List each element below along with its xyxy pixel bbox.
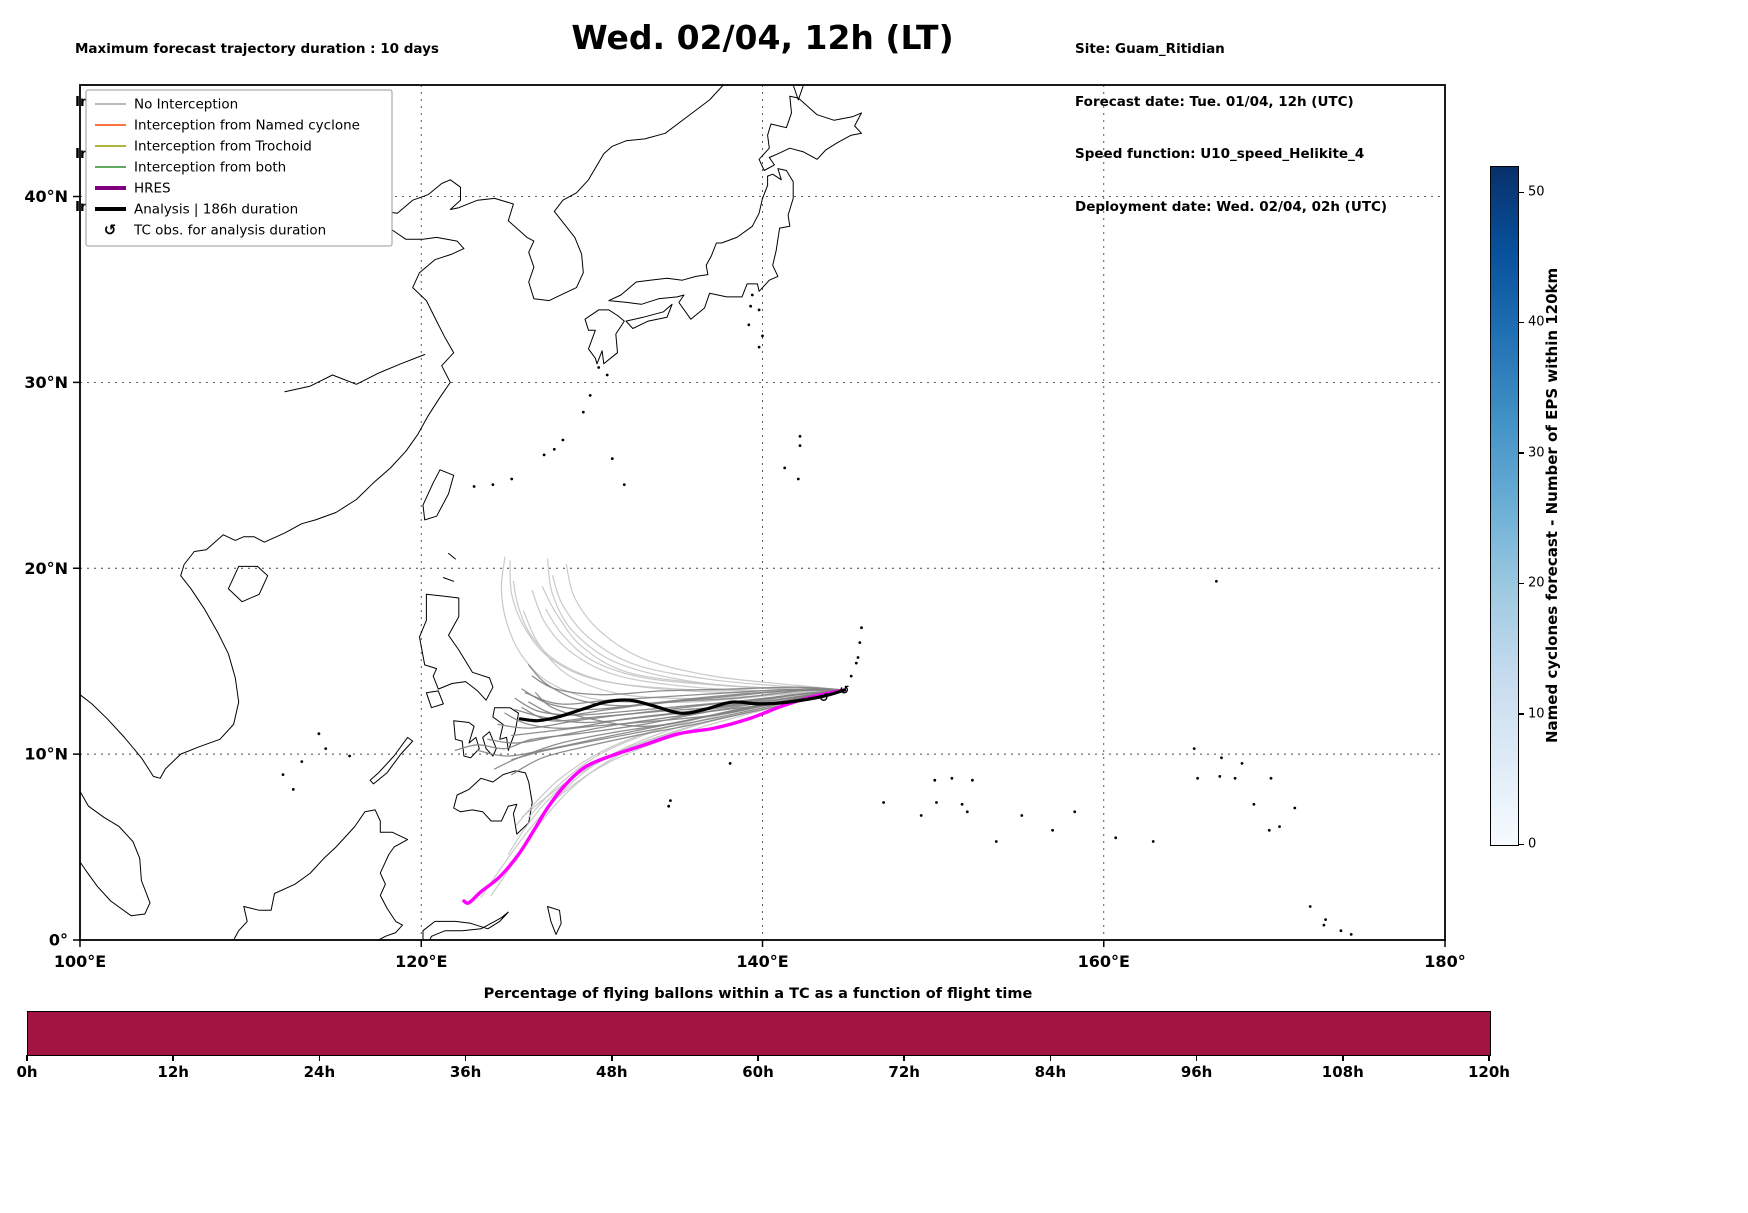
setting-line: Maximum forecast trajectory duration : 1… bbox=[75, 41, 439, 57]
legend-item-label: Interception from both bbox=[134, 160, 286, 176]
ensemble-trajectory bbox=[500, 556, 845, 704]
strip-tick-label: 84h bbox=[1034, 1063, 1067, 1081]
colorbar-tickmark bbox=[1518, 321, 1524, 324]
lat-tick-label: 0° bbox=[49, 931, 68, 950]
bottom-strip-title: Percentage of flying ballons within a TC… bbox=[483, 986, 1033, 1002]
legend-item: Interception from Trochoid bbox=[95, 139, 312, 155]
tc-obs-icon: ↺ bbox=[104, 221, 117, 239]
site-line: Deployment date: Wed. 02/04, 02h (UTC) bbox=[1075, 198, 1388, 215]
strip-tick-label: 36h bbox=[449, 1063, 482, 1081]
colorbar-tickmark bbox=[1518, 582, 1524, 585]
colorbar-axis-label: Named cyclones forecast - Number of EPS … bbox=[1543, 267, 1561, 743]
ensemble-trajectory bbox=[512, 580, 845, 694]
strip-tick-label: 120h bbox=[1468, 1063, 1510, 1081]
colorbar-tick-label: 20 bbox=[1528, 575, 1545, 591]
site-line: Site: Guam_Ritidian bbox=[1075, 41, 1225, 57]
legend-item: Analysis | 186h duration bbox=[95, 202, 298, 218]
strip-tick-label: 0h bbox=[16, 1063, 38, 1081]
ensemble-trajectories bbox=[454, 556, 847, 905]
analysis-trajectory bbox=[518, 688, 846, 723]
strip-tickmark bbox=[318, 1055, 321, 1061]
strip-tickmark bbox=[172, 1055, 174, 1061]
ensemble-trajectory bbox=[476, 689, 846, 757]
strip-tick-label: 24h bbox=[303, 1063, 336, 1081]
ensemble-trajectory bbox=[541, 586, 845, 691]
lon-tick-label: 140°E bbox=[736, 952, 788, 970]
site-line: Forecast date: Tue. 01/04, 12h (UTC) bbox=[1075, 93, 1354, 110]
ensemble-trajectory bbox=[509, 560, 845, 692]
strip-tickmark bbox=[464, 1055, 467, 1061]
legend-item-label: Interception from Named cyclone bbox=[134, 118, 360, 134]
strip-tickmark bbox=[757, 1055, 759, 1061]
legend-item-label: TC obs. for analysis duration bbox=[133, 223, 326, 239]
strip-tickmark bbox=[903, 1055, 905, 1061]
trajectory-map: ↺ ↺ 0° 10°N 20°N 30°N 40°N 100°E 120°E 140°E 160°E… bbox=[24, 84, 1466, 970]
ensemble-trajectory bbox=[546, 558, 845, 691]
lon-tick-label: 180° bbox=[1424, 952, 1465, 970]
legend-item-label: Interception from Trochoid bbox=[134, 139, 312, 155]
legend-item: HRES bbox=[95, 181, 171, 197]
lat-tick-label: 30°N bbox=[24, 373, 68, 392]
ensemble-trajectory bbox=[514, 689, 846, 724]
strip-tick-label: 48h bbox=[596, 1063, 628, 1081]
ensemble-trajectory bbox=[565, 563, 845, 691]
page-title: Wed. 02/04, 12h (LT) bbox=[571, 18, 954, 57]
ensemble-trajectory bbox=[497, 689, 846, 729]
lat-tick-label: 10°N bbox=[24, 745, 68, 764]
strip-tick-label: 96h bbox=[1180, 1063, 1213, 1081]
ensemble-trajectory bbox=[528, 664, 846, 707]
lon-tick-label: 120°E bbox=[395, 952, 447, 970]
bottom-strip-bar bbox=[27, 1011, 1491, 1056]
strip-tickmark bbox=[1342, 1055, 1344, 1061]
colorbar-tick-label: 30 bbox=[1528, 445, 1545, 461]
colorbar-tickmark bbox=[1518, 191, 1524, 194]
colorbar-tick-label: 0 bbox=[1528, 836, 1537, 852]
strip-tickmark bbox=[1195, 1055, 1198, 1061]
strip-tick-label: 72h bbox=[888, 1063, 920, 1081]
legend-item: No Interception bbox=[95, 97, 238, 113]
colorbar-tickmark bbox=[1518, 452, 1524, 454]
legend-item: Interception from Named cyclone bbox=[95, 118, 360, 134]
lon-tick-label: 100°E bbox=[54, 952, 106, 970]
colorbar bbox=[1490, 166, 1519, 846]
strip-tickmark bbox=[1049, 1055, 1052, 1061]
hres-trajectory bbox=[462, 688, 847, 905]
strip-tickmark bbox=[26, 1055, 28, 1061]
ensemble-trajectory bbox=[531, 675, 846, 696]
lat-tick-label: 40°N bbox=[24, 187, 68, 206]
legend-item-label: No Interception bbox=[134, 97, 238, 113]
legend-item: ↺ TC obs. for analysis duration bbox=[104, 221, 327, 239]
strip-tick-label: 60h bbox=[742, 1063, 774, 1081]
lat-tick-label: 20°N bbox=[24, 559, 68, 578]
colorbar-tickmark bbox=[1518, 713, 1524, 715]
tc-obs-icon: ↺ bbox=[839, 683, 849, 697]
legend-item: Interception from both bbox=[95, 160, 286, 176]
site-info-block: Site: Guam_Ritidian Forecast date: Tue. … bbox=[1075, 6, 1387, 251]
map-legend: No Interception Interception from Named c… bbox=[85, 89, 393, 247]
lon-tick-label: 160°E bbox=[1078, 952, 1130, 970]
legend-item-label: HRES bbox=[134, 181, 171, 197]
colorbar-tick-label: 40 bbox=[1528, 314, 1545, 330]
site-line: Speed function: U10_speed_Helikite_4 bbox=[1075, 146, 1365, 162]
strip-tickmark bbox=[1488, 1055, 1490, 1061]
colorbar-tickmark bbox=[1518, 843, 1524, 845]
strip-tick-label: 108h bbox=[1321, 1063, 1364, 1081]
strip-tickmark bbox=[611, 1055, 613, 1061]
strip-tick-label: 12h bbox=[157, 1063, 189, 1081]
island-dots bbox=[281, 293, 1353, 936]
legend-item-label: Analysis | 186h duration bbox=[134, 202, 298, 218]
plot-border bbox=[79, 84, 1446, 941]
ensemble-trajectory bbox=[523, 610, 845, 700]
tc-obs-icon: ↺ bbox=[819, 690, 829, 704]
colorbar-tick-label: 50 bbox=[1528, 184, 1545, 200]
colorbar-tick-label: 10 bbox=[1528, 706, 1545, 722]
